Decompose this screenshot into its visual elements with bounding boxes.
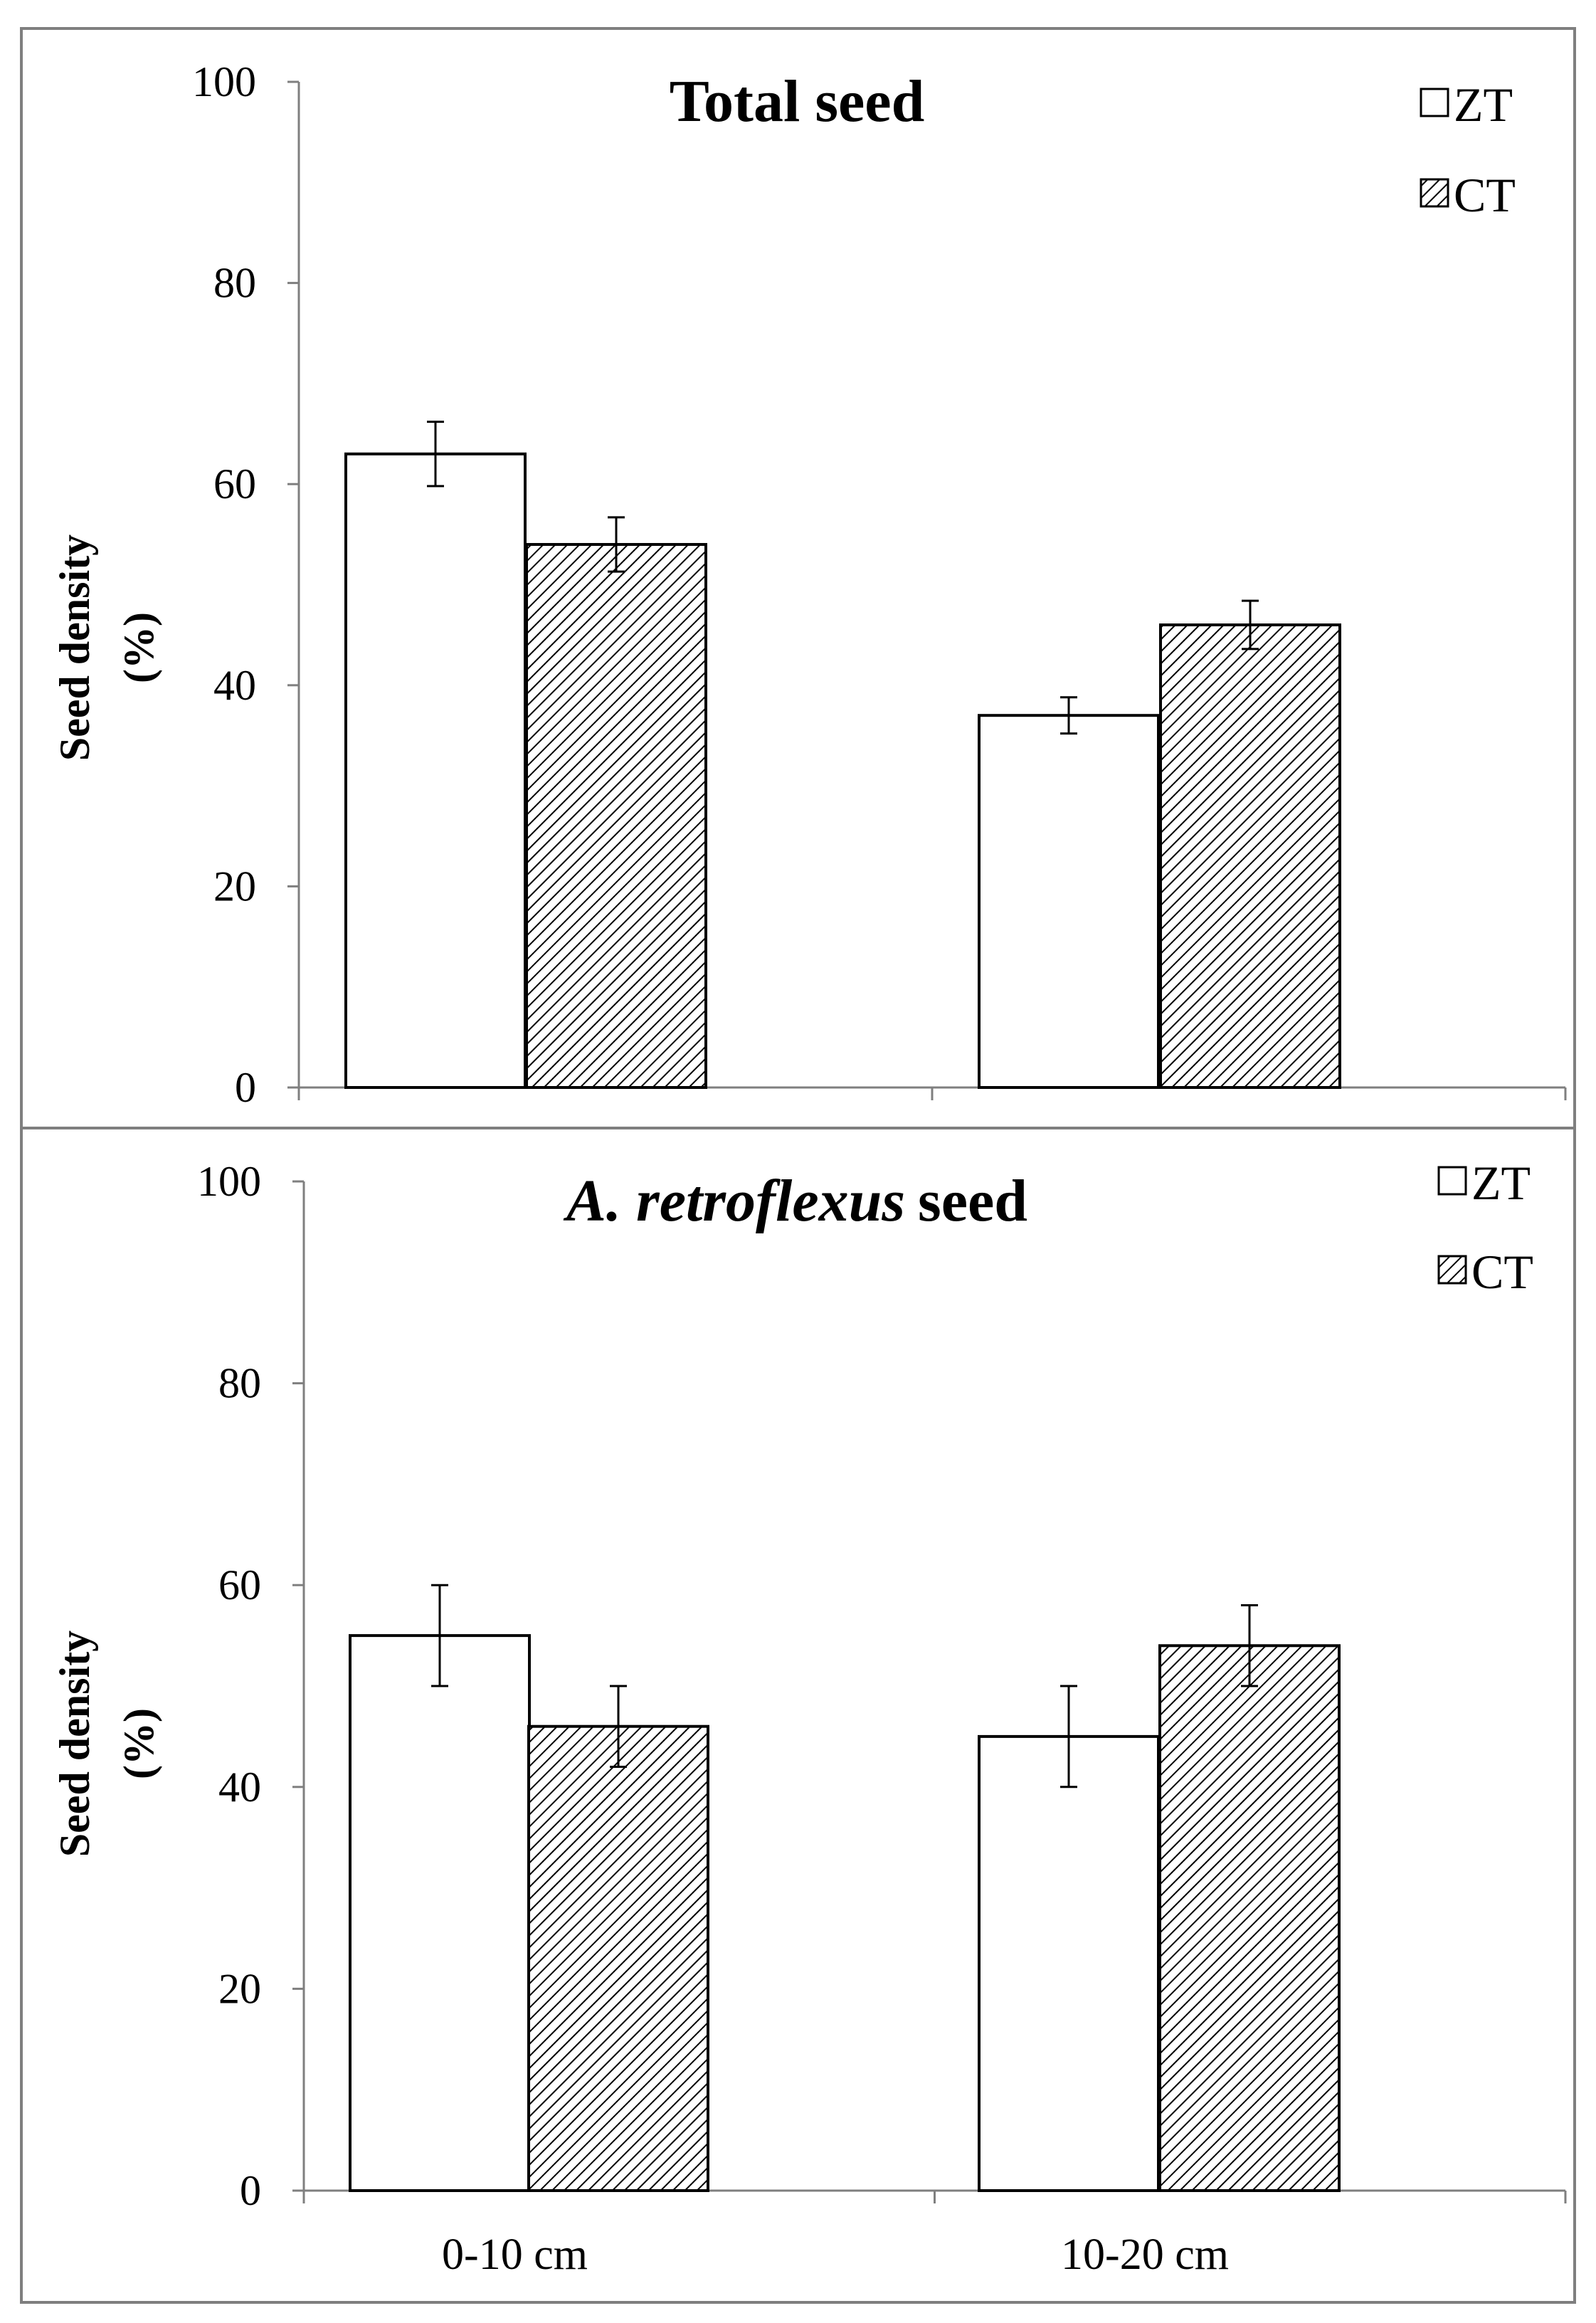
legend-swatch-ct: [1437, 1255, 1467, 1285]
y-axis-label-unit: (%): [115, 612, 162, 683]
bar-ct-0-10cm: [525, 542, 707, 1089]
legend-label-ct: CT: [1471, 1245, 1533, 1299]
legend-swatch-zt: [1437, 1166, 1467, 1196]
error-bar-zt-0-10cm: [427, 421, 444, 488]
y-tick-label: 0: [240, 2167, 261, 2214]
legend-swatch-zt: [1420, 88, 1449, 117]
panel-frame-bottom: [20, 1127, 1576, 2304]
panel-frame-top: [20, 27, 1576, 1129]
error-bar-ct-10-20cm: [1242, 599, 1259, 650]
bar-zt-0-10cm: [349, 1634, 531, 2193]
error-bar-zt-0-10cm: [431, 1584, 448, 1687]
y-axis-label: Seed density: [51, 534, 98, 761]
y-tick-label: 0: [235, 1064, 256, 1111]
y-tick-label: 100: [197, 1158, 261, 1205]
legend-swatch-ct: [1420, 178, 1449, 208]
y-tick-label: 80: [213, 260, 256, 307]
x-category-label: 0-10 cm: [442, 2230, 588, 2279]
y-tick-label: 20: [213, 863, 256, 910]
bar-ct-10-20cm: [1158, 1644, 1341, 2192]
y-tick-label: 60: [213, 460, 256, 507]
error-bar-ct-0-10cm: [610, 1685, 627, 1768]
x-category-label: 10-20 cm: [1061, 2230, 1229, 2279]
chart-panel-a-retroflexus-seed: A. retroflexus seed Seed density (%) ZT C…: [51, 1156, 1567, 2279]
legend-label-zt: ZT: [1454, 78, 1513, 132]
y-tick-label: 40: [213, 662, 256, 709]
y-tick-label: 20: [218, 1965, 261, 2012]
bar-ct-10-20cm: [1159, 623, 1341, 1089]
y-tick-label: 40: [218, 1764, 261, 1811]
bar-zt-0-10cm: [344, 452, 527, 1089]
error-bar-ct-0-10cm: [608, 516, 625, 573]
y-tick-label: 80: [218, 1360, 261, 1407]
error-bar-zt-10-20cm: [1060, 696, 1077, 735]
bar-zt-10-20cm: [978, 714, 1160, 1089]
chart-panel-total-seed: Total seed Seed density (%) ZT CT 0 20 40 6…: [51, 58, 1567, 1111]
y-tick-label: 100: [192, 58, 256, 105]
error-bar-zt-10-20cm: [1060, 1685, 1077, 1789]
y-axis-label-unit: (%): [115, 1708, 162, 1779]
legend-label-ct: CT: [1454, 168, 1516, 222]
legend-label-zt: ZT: [1471, 1156, 1531, 1210]
chart-title: A. retroflexus seed: [563, 1168, 1027, 1234]
y-axis-label: Seed density: [51, 1631, 98, 1857]
bar-ct-0-10cm: [527, 1724, 709, 2192]
error-bar-ct-10-20cm: [1241, 1604, 1258, 1687]
y-tick-label: 60: [218, 1561, 261, 1608]
chart-title: Total seed: [670, 68, 925, 135]
bar-zt-10-20cm: [978, 1734, 1160, 2192]
